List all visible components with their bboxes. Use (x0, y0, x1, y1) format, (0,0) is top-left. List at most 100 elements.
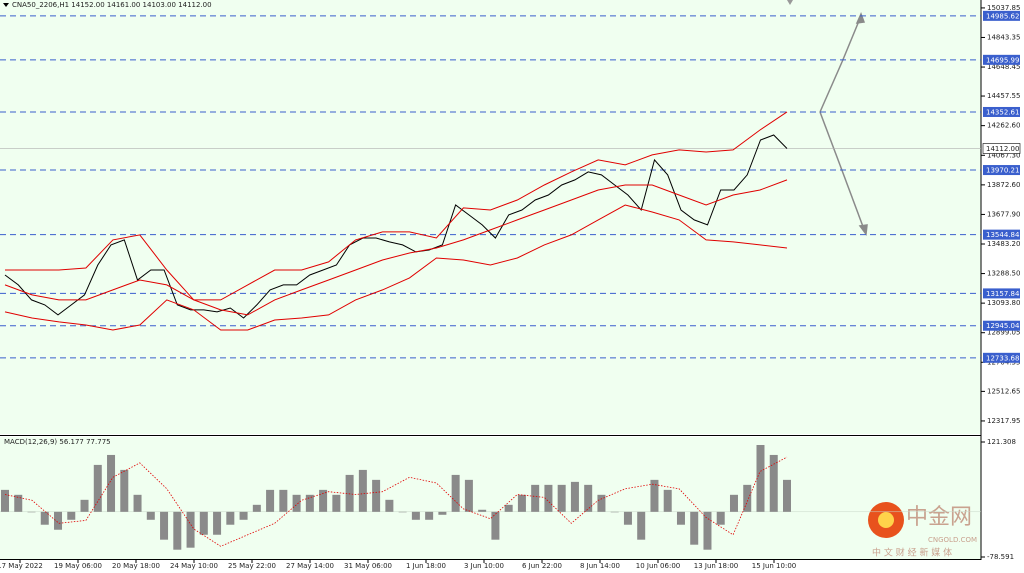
histogram-bar (623, 511, 632, 525)
y-tick-label: 13872.60 (987, 181, 1020, 189)
histogram-bar (133, 494, 142, 512)
histogram-bar (40, 511, 49, 525)
logo (878, 512, 894, 528)
y-tick-label: 12899.05 (987, 329, 1020, 337)
histogram-bar (120, 469, 129, 512)
histogram-bar (173, 511, 182, 550)
site: CNGOLD.COM (928, 536, 977, 544)
y-tick-label: 121.308 (987, 438, 1016, 446)
histogram-bar (93, 464, 102, 512)
level-label: 12945.04 (986, 322, 1020, 330)
histogram-bar (570, 481, 579, 512)
histogram-bar (239, 511, 248, 520)
histogram-bar (464, 479, 473, 512)
level-tag (983, 106, 1020, 117)
level-tag (983, 229, 1020, 240)
histogram-bar (292, 494, 301, 512)
histogram-bar (517, 494, 526, 512)
level-tag (983, 54, 1020, 65)
histogram-bar (478, 509, 487, 512)
series-line (4, 179, 788, 316)
level-label: 13157.84 (986, 290, 1020, 298)
histogram-bar (597, 494, 606, 512)
histogram-bar (544, 484, 553, 512)
histogram-bar (743, 484, 752, 512)
histogram-bar (411, 511, 420, 520)
level-tag (983, 320, 1020, 331)
watermark: 中金网 CNGOLD.COM 中 文 财 经 新 媒 体 (868, 502, 977, 559)
y-tick-label: 13288.50 (987, 270, 1020, 278)
level-tag (983, 10, 1020, 21)
histogram-bar (676, 511, 685, 525)
level-label: 14695.99 (986, 56, 1019, 64)
macd-panel (0, 437, 981, 559)
histogram-bar (279, 489, 288, 512)
level-label: 14985.62 (986, 12, 1019, 20)
histogram-bar (783, 479, 791, 512)
x-tick-label: 6 Jun 22:00 (522, 562, 562, 570)
y-tick-label: 14457.55 (987, 92, 1020, 100)
y-tick-label: -78.591 (987, 553, 1014, 561)
histogram-bar (637, 511, 646, 540)
histogram-bar (425, 511, 434, 520)
x-tick-label: 8 Jun 14:00 (580, 562, 620, 570)
histogram-bar (372, 479, 381, 512)
price-scale (981, 0, 1024, 560)
histogram-bar (703, 511, 712, 550)
histogram-bar (186, 511, 195, 548)
x-tick-label: 3 Jun 10:00 (464, 562, 504, 570)
histogram-bar (107, 454, 116, 512)
slogan: 中 文 财 经 新 媒 体 (872, 547, 952, 559)
histogram-bar (690, 511, 699, 545)
x-tick-label: 25 May 22:00 (228, 562, 276, 570)
y-tick-label: 14262.60 (987, 122, 1020, 130)
histogram-bar (345, 474, 354, 512)
x-tick-label: 20 May 18:00 (112, 562, 160, 570)
histogram-bar (358, 469, 367, 512)
chart-title: CNA50_2206,H1 14152.00 14161.00 14103.00… (12, 1, 212, 9)
y-tick-label: 14648.45 (987, 63, 1020, 71)
x-tick-label: 24 May 10:00 (170, 562, 218, 570)
y-tick-label: 13093.80 (987, 299, 1020, 307)
histogram-bar (305, 494, 314, 512)
y-tick-label: 14843.35 (987, 33, 1020, 41)
x-tick-label: 15 Jun 10:00 (752, 562, 796, 570)
x-tick-label: 10 Jun 06:00 (636, 562, 680, 570)
histogram-bar (160, 511, 169, 540)
histogram-bar (438, 511, 447, 515)
y-tick-label: 12317.95 (987, 417, 1020, 425)
macd-title: MACD(12,26,9) 56.177 77.775 (4, 438, 111, 446)
histogram-bar (663, 489, 672, 512)
level-tag (983, 352, 1020, 363)
histogram-bar (491, 511, 500, 540)
x-tick-label: 17 May 2022 (0, 562, 43, 570)
projection-arrows (819, 12, 868, 236)
series-line (5, 111, 788, 301)
histogram-bar (650, 479, 659, 512)
histogram-bar (54, 511, 63, 530)
brand: 中金网 (906, 505, 972, 530)
histogram-bar (266, 489, 275, 512)
histogram-bar (769, 454, 778, 512)
histogram-bar (557, 484, 566, 512)
menu-triangle[interactable] (3, 3, 9, 7)
histogram-bar (584, 484, 593, 512)
histogram-bar (14, 494, 23, 512)
histogram-bar (80, 499, 89, 512)
histogram-bar (756, 444, 765, 512)
histogram-bar (319, 489, 328, 512)
level-label: 12733.68 (986, 354, 1019, 362)
histogram-bar (504, 504, 513, 512)
histogram-bar (385, 499, 394, 512)
histogram-bar (451, 474, 460, 512)
histogram-bar (199, 511, 208, 535)
histogram-bar (716, 511, 725, 525)
current-price-label: 14112.00 (986, 145, 1019, 153)
histogram-bar (226, 511, 235, 525)
shift-marker (787, 0, 793, 5)
level-tag (983, 165, 1020, 176)
histogram-bar (531, 484, 540, 512)
histogram-bar (610, 511, 619, 513)
level-tag (983, 288, 1020, 299)
